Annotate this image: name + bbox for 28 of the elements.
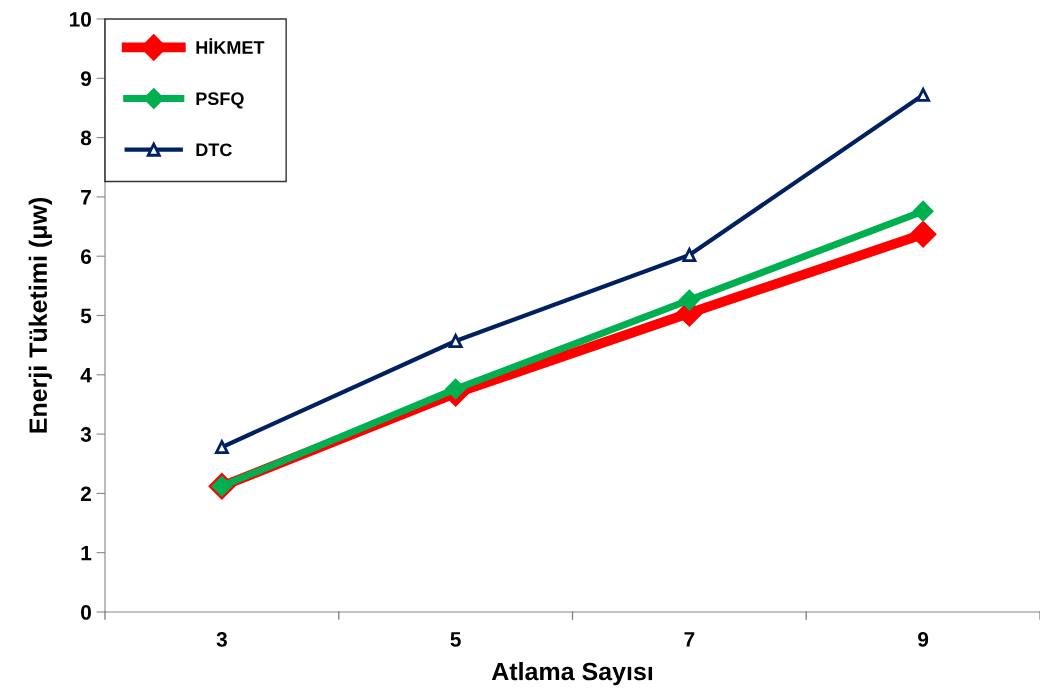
point (912, 200, 934, 222)
point (682, 248, 697, 262)
x-axis-title: Atlama Sayısı (491, 661, 653, 686)
y-tick-label: 2 (80, 486, 91, 501)
x-tick-label: 5 (450, 632, 461, 647)
y-tick-label: 0 (81, 605, 91, 620)
y-tick-label: 4 (80, 368, 92, 383)
y-tick-label: 7 (81, 190, 91, 205)
y-tick-label: 10 (69, 12, 91, 27)
y-axis-title: Enerji Tüketimi (μw) (28, 197, 52, 433)
point (445, 378, 466, 400)
x-tick-label: 7 (684, 632, 695, 647)
y-tick-label: 3 (80, 427, 92, 442)
y-tick-label: 9 (80, 71, 92, 87)
x-tick-label: 9 (918, 631, 929, 647)
y-tick-label: 8 (80, 130, 92, 146)
y-tick-label: 6 (80, 249, 92, 264)
point (916, 87, 931, 102)
legend-label: PSFQ (196, 92, 244, 109)
x-tick-label: 3 (216, 631, 227, 647)
point (909, 221, 937, 248)
legend-label: DTC (196, 143, 232, 157)
point (679, 289, 700, 311)
point (448, 334, 463, 348)
legend-label: HİKMET (196, 38, 265, 54)
y-tick-label: 5 (80, 308, 92, 324)
y-tick-label: 1 (81, 545, 92, 561)
point (214, 440, 229, 455)
